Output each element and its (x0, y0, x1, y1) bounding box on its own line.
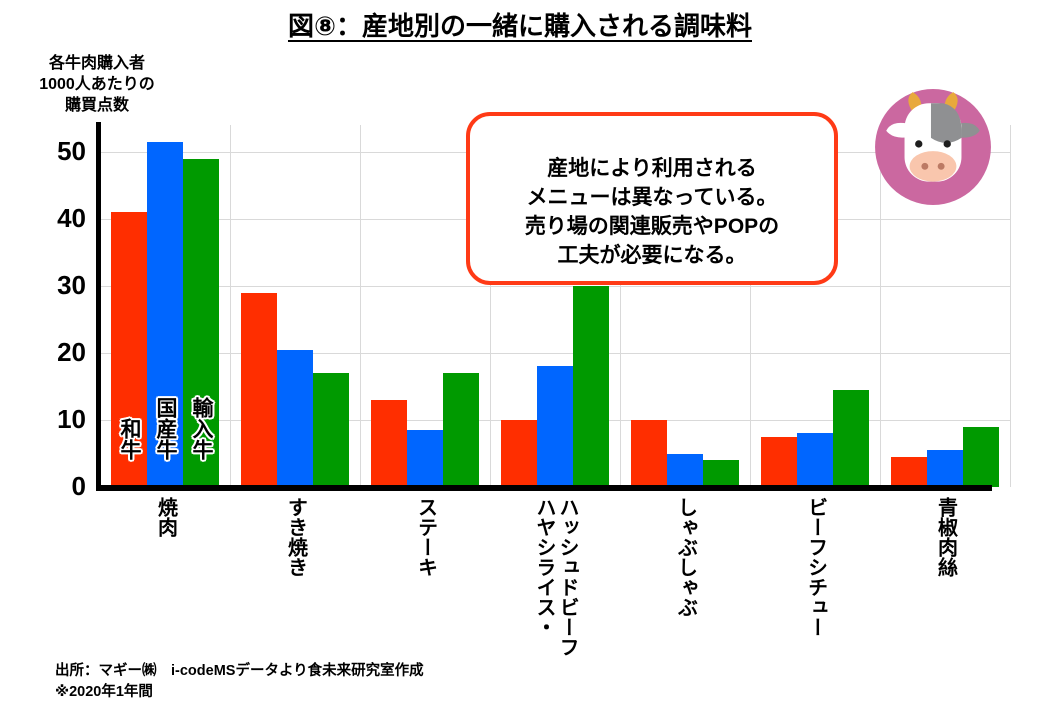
source-note: 出所：マギー㈱ i-codeMSデータより食未来研究室作成 ※2020年1年間 (55, 661, 424, 703)
y-tick-label: 0 (71, 471, 86, 501)
bar (443, 373, 479, 487)
x-axis-label: ステーキ (414, 497, 437, 577)
bar (797, 433, 833, 487)
x-axis-label: ハッシュドビーフ ハヤシライス・ (533, 497, 578, 657)
y-tick-label: 30 (57, 270, 86, 300)
x-axis-label: 焼肉 (154, 497, 177, 537)
bar (277, 349, 313, 487)
bar (241, 292, 277, 487)
bar (963, 426, 999, 487)
series-label: 輸入牛 (190, 397, 213, 460)
bar (667, 453, 703, 487)
bar (501, 420, 537, 487)
bar (631, 420, 667, 487)
y-tick-label: 40 (57, 203, 86, 233)
bar (313, 373, 349, 487)
bar (927, 450, 963, 487)
source-line-1: 出所：マギー㈱ i-codeMSデータより食未来研究室作成 (55, 663, 424, 679)
h-gridline (100, 353, 1010, 354)
x-axis-label: すき焼き (284, 497, 307, 577)
y-axis-line (96, 122, 101, 491)
bar (703, 460, 739, 487)
x-axis-line (96, 485, 992, 491)
annotation-callout: 産地により利用される メニューは異なっている。 売り場の関連販売やPOPの 工夫… (466, 112, 838, 285)
x-axis-label: しゃぶしゃぶ (674, 497, 697, 617)
v-gridline (1010, 125, 1011, 487)
annotation-text: 産地により利用される メニューは異なっている。 売り場の関連販売やPOPの 工夫… (524, 156, 780, 267)
y-axis-title: 各牛肉購入者 1000人あたりの 購買点数 (39, 55, 155, 114)
v-gridline (230, 125, 231, 487)
source-line-2: ※2020年1年間 (55, 684, 153, 701)
v-gridline (360, 125, 361, 487)
y-tick-label: 50 (57, 136, 86, 166)
bar (573, 286, 609, 487)
bar (183, 158, 219, 487)
v-gridline (620, 125, 621, 487)
bar (407, 430, 443, 487)
v-gridline (490, 125, 491, 487)
v-gridline (750, 125, 751, 487)
bar (833, 389, 869, 487)
page-title: 図⑧：産地別の一緒に購入される調味料 (0, 6, 1040, 43)
h-gridline (100, 286, 1010, 287)
x-axis-label: 青椒肉絲 (934, 497, 957, 577)
page-title-text: 図⑧：産地別の一緒に購入される調味料 (287, 11, 752, 41)
bar (111, 212, 147, 487)
cow-icon (875, 89, 991, 205)
x-axis-label: ビーフシチュー (804, 497, 827, 637)
bar (371, 399, 407, 487)
v-gridline (880, 125, 881, 487)
series-label: 国産牛 (154, 397, 177, 460)
y-tick-label: 10 (57, 404, 86, 434)
bar (537, 366, 573, 487)
y-tick-label: 20 (57, 337, 86, 367)
bar (147, 141, 183, 487)
bar (891, 456, 927, 487)
bar (761, 436, 797, 487)
series-label: 和牛 (118, 418, 141, 460)
